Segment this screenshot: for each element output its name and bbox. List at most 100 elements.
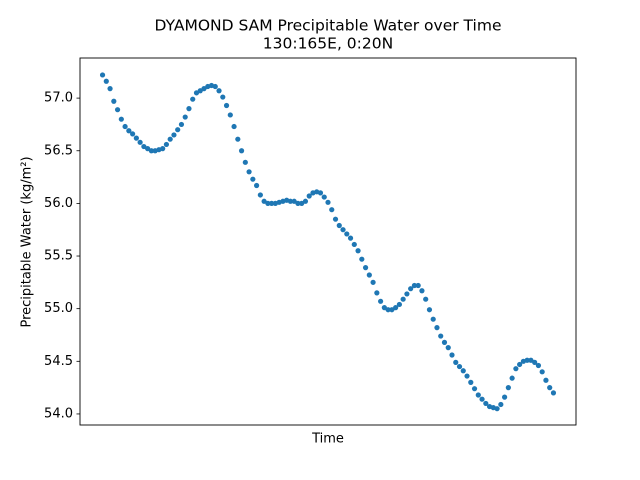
data-point — [254, 182, 260, 189]
data-point — [287, 198, 294, 204]
data-point — [122, 123, 128, 130]
data-point — [513, 366, 519, 372]
data-point — [494, 406, 500, 412]
data-point — [404, 291, 410, 297]
chart-subtitle: 130:165E, 0:20N — [263, 35, 393, 53]
y-tick-label: 56.0 — [44, 196, 73, 211]
data-point — [216, 88, 222, 94]
data-point — [137, 139, 143, 145]
data-point — [438, 333, 444, 339]
data-point — [329, 207, 335, 213]
data-point — [426, 307, 433, 313]
data-point — [547, 385, 553, 391]
data-point — [317, 190, 324, 196]
data-point — [505, 385, 511, 391]
data-point — [295, 200, 301, 206]
data-point — [227, 112, 233, 118]
y-axis-label: Precipitable Water (kg/m²) — [20, 156, 35, 327]
data-point — [423, 296, 429, 302]
data-point — [257, 192, 263, 198]
y-tick-label: 57.0 — [44, 91, 73, 106]
data-point — [163, 141, 170, 148]
data-point — [265, 200, 271, 206]
data-point — [471, 386, 478, 392]
data-point — [212, 83, 218, 90]
data-point — [250, 176, 256, 182]
data-point — [175, 127, 181, 133]
y-tick-label: 55.5 — [44, 249, 73, 264]
data-point — [190, 96, 196, 102]
y-tick-label: 54.0 — [44, 406, 73, 421]
data-point — [498, 401, 504, 408]
data-point — [332, 216, 339, 222]
data-point — [532, 359, 538, 365]
data-point — [126, 128, 132, 134]
data-point — [524, 357, 530, 363]
data-point — [419, 288, 425, 294]
data-point — [362, 265, 369, 271]
data-point — [453, 359, 459, 365]
data-point — [103, 78, 109, 84]
data-point — [378, 298, 384, 304]
data-point — [460, 368, 466, 374]
data-point — [393, 305, 399, 311]
data-point — [186, 106, 192, 112]
data-point — [130, 131, 136, 137]
x-axis-label: Time — [311, 432, 344, 447]
data-point — [148, 148, 154, 154]
data-point — [340, 227, 346, 233]
data-point — [441, 339, 448, 345]
data-point — [543, 377, 549, 383]
data-point — [302, 198, 309, 204]
y-tick-label: 55.0 — [44, 301, 73, 316]
data-point — [509, 375, 515, 381]
data-point — [396, 301, 402, 308]
y-tick-label: 56.5 — [44, 143, 73, 158]
data-point — [336, 222, 342, 229]
data-point — [366, 272, 372, 278]
data-point — [178, 121, 185, 128]
data-point — [456, 363, 463, 370]
data-point — [242, 159, 248, 165]
data-point — [99, 72, 106, 78]
data-point — [370, 279, 376, 285]
data-point — [468, 379, 474, 385]
data-point — [235, 136, 241, 142]
data-point — [114, 107, 121, 113]
data-point — [449, 352, 455, 358]
data-point — [359, 256, 365, 262]
data-point — [430, 316, 436, 322]
data-point — [408, 286, 414, 292]
data-point — [325, 199, 331, 205]
data-point — [223, 102, 230, 109]
data-point — [550, 390, 557, 396]
data-point — [246, 169, 252, 175]
data-point — [133, 135, 139, 141]
data-point — [535, 362, 542, 369]
data-point — [479, 396, 485, 402]
data-point — [483, 400, 489, 407]
data-point — [107, 86, 113, 92]
chart-title: DYAMOND SAM Precipitable Water over Time — [155, 17, 502, 35]
data-point — [171, 132, 177, 138]
data-point — [415, 282, 421, 289]
data-point — [351, 241, 357, 248]
data-point — [385, 307, 391, 313]
y-tick-label: 54.5 — [44, 354, 73, 369]
data-point — [238, 148, 245, 154]
data-point — [539, 369, 545, 375]
data-point — [182, 114, 188, 120]
data-point — [220, 94, 226, 100]
data-point — [400, 296, 406, 302]
data-point — [464, 373, 470, 379]
plot-frame — [79, 57, 577, 426]
data-point — [355, 248, 361, 254]
data-point — [445, 345, 451, 351]
data-point — [118, 116, 124, 122]
data-point — [347, 235, 354, 241]
data-point — [321, 194, 327, 200]
data-point — [306, 193, 312, 199]
